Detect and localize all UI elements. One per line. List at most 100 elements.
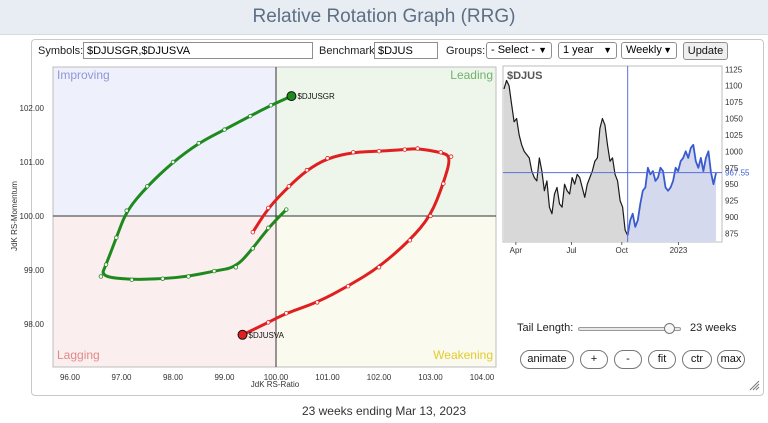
series-point (222, 127, 227, 132)
mini-y-tick-label: 1075 (725, 98, 743, 107)
rrg-series: $DJUSGR $DJUSVA (98, 91, 454, 340)
series-point (345, 284, 351, 289)
series-point (186, 274, 191, 279)
mini-x-tick-label: Jul (566, 246, 576, 255)
fit-button[interactable]: fit (648, 350, 676, 369)
mini-price-line (503, 79, 629, 236)
series-point (103, 262, 109, 267)
y-axis-ticks: 102.00 101.00 100.00 99.00 98.00 (20, 104, 45, 329)
series-point (160, 276, 165, 281)
mini-area (627, 144, 716, 242)
series-point (124, 208, 129, 213)
series-point (304, 167, 310, 173)
zoom-out-button[interactable]: - (614, 350, 642, 369)
x-tick-label: 103.00 (418, 373, 443, 382)
mini-y-tick-label: 875 (725, 229, 739, 238)
series-point (266, 225, 271, 231)
quadrant-weakening (276, 216, 496, 367)
series-label: $DJUSGR (297, 92, 335, 101)
symbols-input[interactable] (83, 42, 313, 59)
y-tick-label: 98.00 (24, 320, 45, 329)
mini-area (504, 80, 628, 242)
x-axis-ticks: 96.00 97.00 98.00 99.00 100.00 101.00 102.00 10… (60, 373, 495, 382)
benchmark-label: Benchmark: (319, 45, 378, 57)
series-point (145, 184, 150, 189)
series-point (170, 159, 176, 165)
x-tick-label: 99.00 (214, 373, 235, 382)
series-point (286, 184, 292, 189)
series-point (438, 150, 443, 155)
x-tick-label: 101.00 (315, 373, 340, 382)
symbols-label: Symbols: (38, 45, 84, 57)
groups-select-value: - Select - (491, 44, 536, 56)
mini-y-tick-label: 1125 (725, 65, 743, 74)
series-point (196, 140, 201, 146)
quadrant-improving (53, 67, 276, 216)
series-point (448, 154, 454, 159)
mini-y-tick-label: 1000 (725, 147, 743, 156)
update-button[interactable]: Update (683, 42, 728, 60)
series-point (376, 265, 382, 270)
zoom-in-button[interactable]: + (580, 350, 608, 369)
max-button[interactable]: max (717, 350, 745, 369)
series-point (325, 156, 330, 161)
groups-label: Groups: (446, 45, 486, 57)
series-point (233, 265, 239, 270)
tail-length-slider-thumb[interactable] (664, 323, 676, 334)
plot-border (52, 66, 497, 368)
mini-y-tick-label: 975 (725, 164, 739, 173)
mini-chart-symbol: $DJUS (507, 70, 542, 82)
series-point (211, 268, 217, 274)
mini-y-tick-label: 900 (725, 213, 739, 222)
series-point (407, 238, 413, 243)
x-tick-label: 97.00 (111, 373, 132, 382)
series-point (98, 274, 104, 279)
y-tick-label: 100.00 (20, 212, 45, 221)
mini-x-tick-label: 2023 (670, 246, 688, 255)
series-head-marker[interactable] (286, 91, 297, 102)
mini-y-tick-label: 1050 (725, 115, 743, 124)
x-tick-label: 98.00 (163, 373, 184, 382)
series-point (129, 277, 134, 282)
chevron-down-icon: ▼ (663, 45, 672, 55)
animate-button[interactable]: animate (520, 350, 574, 369)
series-point (441, 181, 446, 186)
quadrant-leading (276, 67, 496, 216)
series-point (250, 229, 256, 235)
quadrant-label-improving: Improving (57, 68, 110, 82)
mini-price-chart: 1125 1100 1075 1050 1025 1000 975 950 925 900 875 A… (503, 65, 750, 255)
page-title: Relative Rotation Graph (RRG) (252, 6, 516, 27)
series-head-marker[interactable] (237, 329, 248, 340)
chevron-down-icon: ▼ (538, 45, 547, 55)
frequency-select[interactable]: Weekly ▼ (621, 42, 677, 59)
mini-x-tick-label: Apr (510, 246, 523, 255)
series-point (284, 207, 289, 212)
y-tick-label: 101.00 (20, 158, 45, 167)
y-tick-label: 102.00 (20, 104, 45, 113)
series-point (428, 213, 433, 219)
series-label: $DJUSVA (249, 331, 285, 340)
footer-caption: 23 weeks ending Mar 13, 2023 (301, 404, 467, 418)
mini-y-tick-label: 950 (725, 180, 739, 189)
tail-length-value: 23 weeks (690, 322, 737, 334)
series-point (415, 146, 420, 151)
center-button[interactable]: ctr (682, 350, 712, 369)
series-point (376, 148, 382, 154)
benchmark-input[interactable] (374, 42, 438, 59)
tail-length-label: Tail Length: (517, 322, 574, 334)
mini-current-value: 967.55 (725, 169, 750, 178)
series-tail-line (101, 94, 293, 281)
mini-y-tick-label: 925 (725, 197, 739, 206)
x-tick-label: 96.00 (60, 373, 81, 382)
quadrant-lagging (53, 216, 276, 367)
chevron-down-icon: ▼ (603, 45, 612, 55)
tail-length-slider[interactable] (578, 323, 681, 334)
period-select[interactable]: 1 year ▼ (558, 42, 617, 59)
mini-y-tick-label: 1025 (725, 131, 743, 140)
resize-grip-icon[interactable] (749, 380, 760, 391)
series-point (268, 103, 274, 108)
groups-select[interactable]: - Select - ▼ (486, 42, 552, 59)
series-point (266, 320, 271, 325)
series-point (284, 311, 289, 316)
